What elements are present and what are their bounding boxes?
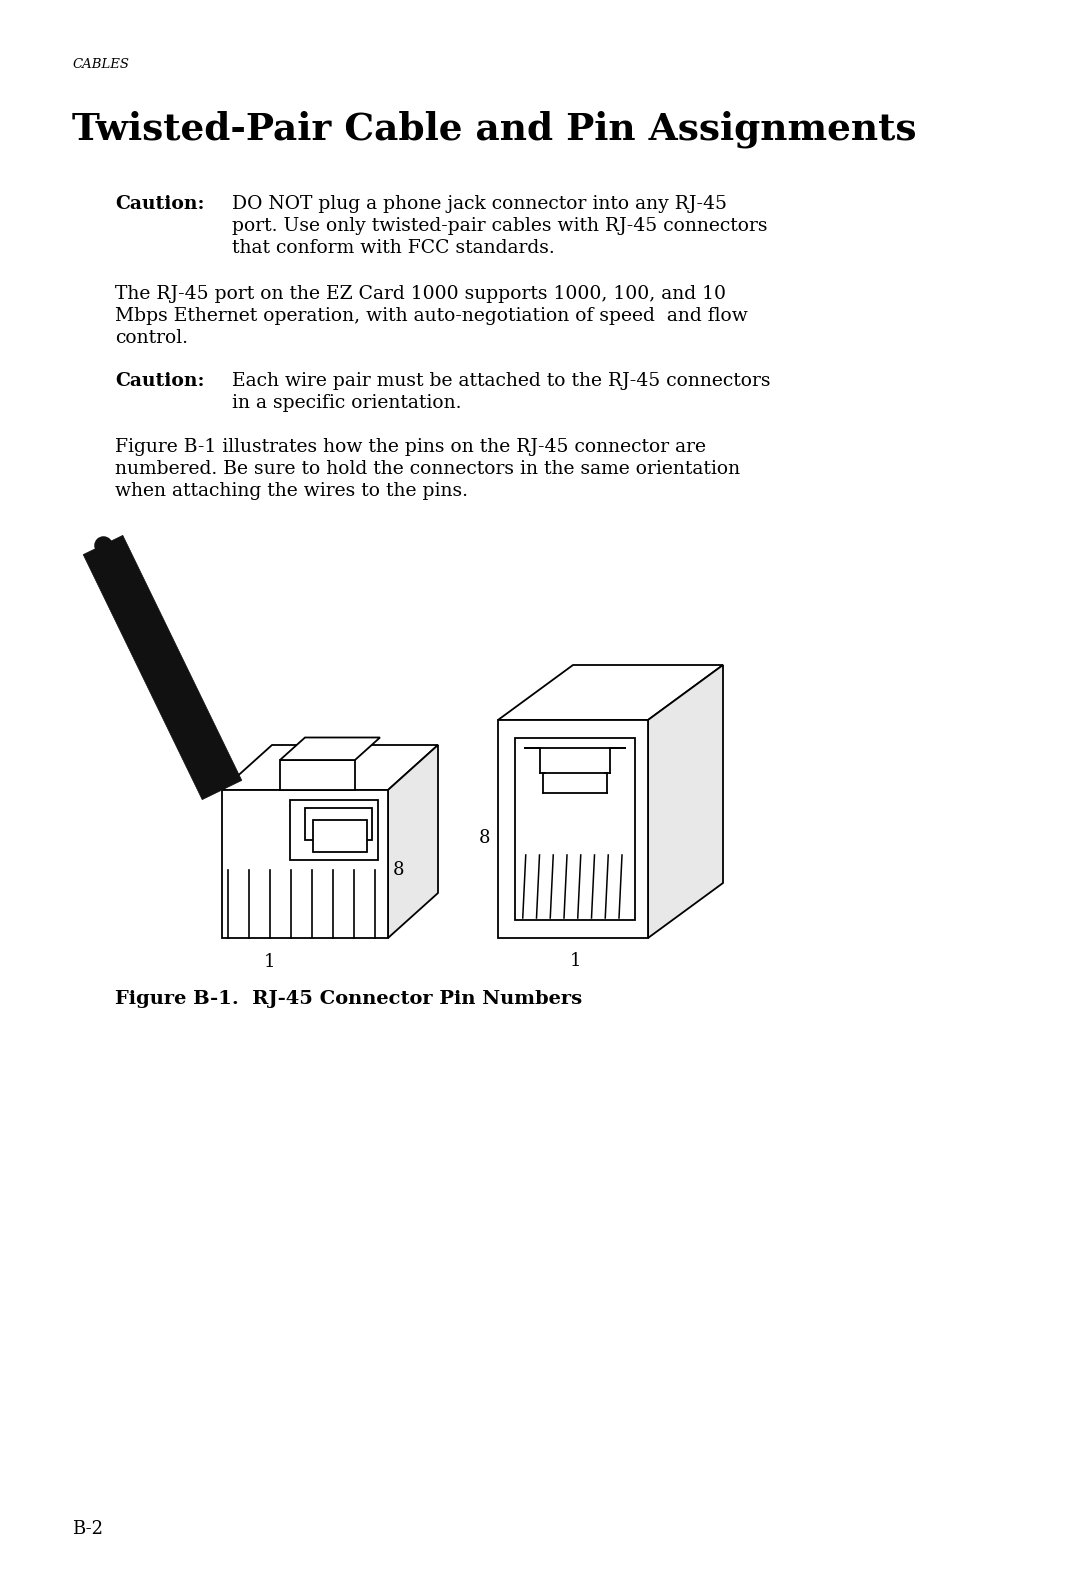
Text: DO NOT plug a phone jack connector into any RJ-45: DO NOT plug a phone jack connector into … [232,195,727,214]
Text: control.: control. [114,330,188,347]
Polygon shape [291,801,378,860]
Polygon shape [498,666,723,721]
Polygon shape [222,790,388,937]
Polygon shape [313,820,367,853]
Text: port. Use only twisted-pair cables with RJ-45 connectors: port. Use only twisted-pair cables with … [232,217,768,236]
Text: numbered. Be sure to hold the connectors in the same orientation: numbered. Be sure to hold the connectors… [114,460,740,477]
Polygon shape [280,760,355,790]
Text: Mbps Ethernet operation, with auto-negotiation of speed  and flow: Mbps Ethernet operation, with auto-negot… [114,308,747,325]
Text: Figure B-1 illustrates how the pins on the RJ-45 connector are: Figure B-1 illustrates how the pins on t… [114,438,706,455]
Text: Caution:: Caution: [114,195,204,214]
Polygon shape [280,738,380,760]
Text: B-2: B-2 [72,1520,103,1539]
Text: 1: 1 [265,953,275,970]
Text: when attaching the wires to the pins.: when attaching the wires to the pins. [114,482,468,499]
Text: Caution:: Caution: [114,372,204,389]
Text: 8: 8 [393,860,405,879]
Polygon shape [222,746,438,790]
Text: that conform with FCC standards.: that conform with FCC standards. [232,239,555,257]
Polygon shape [515,738,635,920]
Text: 1: 1 [569,951,581,970]
Text: Each wire pair must be attached to the RJ-45 connectors: Each wire pair must be attached to the R… [232,372,770,389]
Text: Twisted-Pair Cable and Pin Assignments: Twisted-Pair Cable and Pin Assignments [72,110,917,148]
Polygon shape [648,666,723,937]
Polygon shape [83,535,242,799]
Text: in a specific orientation.: in a specific orientation. [232,394,461,411]
Text: Figure B-1.  RJ-45 Connector Pin Numbers: Figure B-1. RJ-45 Connector Pin Numbers [114,991,582,1008]
Text: The RJ-45 port on the EZ Card 1000 supports 1000, 100, and 10: The RJ-45 port on the EZ Card 1000 suppo… [114,286,726,303]
Text: CABLES: CABLES [72,58,129,71]
Polygon shape [305,809,372,840]
Polygon shape [388,746,438,937]
Polygon shape [498,721,648,937]
Text: 8: 8 [478,829,490,846]
